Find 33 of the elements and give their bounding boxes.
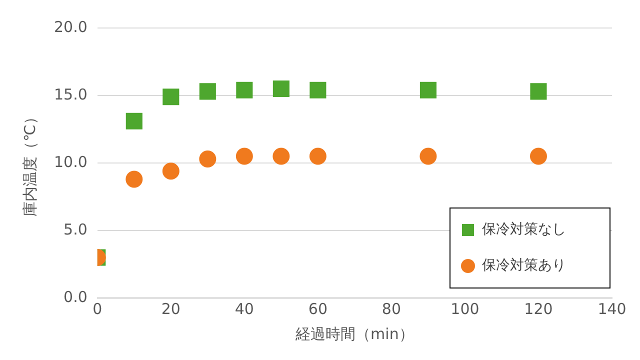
x-tick-label: 120 — [524, 300, 553, 318]
y-tick-label: 0.0 — [64, 288, 88, 306]
point — [126, 170, 143, 188]
point — [310, 82, 326, 98]
point — [309, 148, 326, 165]
point — [530, 83, 547, 100]
legend-label: 保冷対策なし — [482, 222, 566, 238]
point — [126, 112, 142, 130]
point — [236, 82, 253, 98]
point — [420, 82, 436, 98]
point — [162, 162, 180, 180]
point — [530, 148, 547, 165]
y-axis-title: 庫内温度（℃） — [20, 110, 39, 216]
y-tick-label: 10.0 — [54, 152, 88, 171]
point — [199, 83, 216, 100]
x-tick-label: 140 — [598, 300, 626, 318]
point — [162, 88, 180, 106]
point — [420, 148, 437, 165]
point — [199, 150, 216, 168]
x-tick-label: 60 — [308, 300, 328, 318]
x-tick-label: 20 — [161, 300, 180, 318]
x-tick-label: 100 — [450, 300, 480, 318]
point — [236, 148, 253, 165]
x-tick-label: 0 — [92, 300, 102, 318]
legend-label: 保冷対策あり — [482, 258, 566, 274]
y-tick-label: 15.0 — [54, 85, 88, 104]
x-axis-title: 経過時間（min） — [294, 324, 414, 343]
y-tick-label: 20.0 — [54, 18, 88, 36]
x-tick-label: 80 — [382, 300, 402, 318]
point — [272, 148, 290, 165]
x-tick-label: 40 — [234, 300, 254, 318]
point — [272, 80, 290, 98]
y-tick-label: 5.0 — [64, 220, 88, 238]
